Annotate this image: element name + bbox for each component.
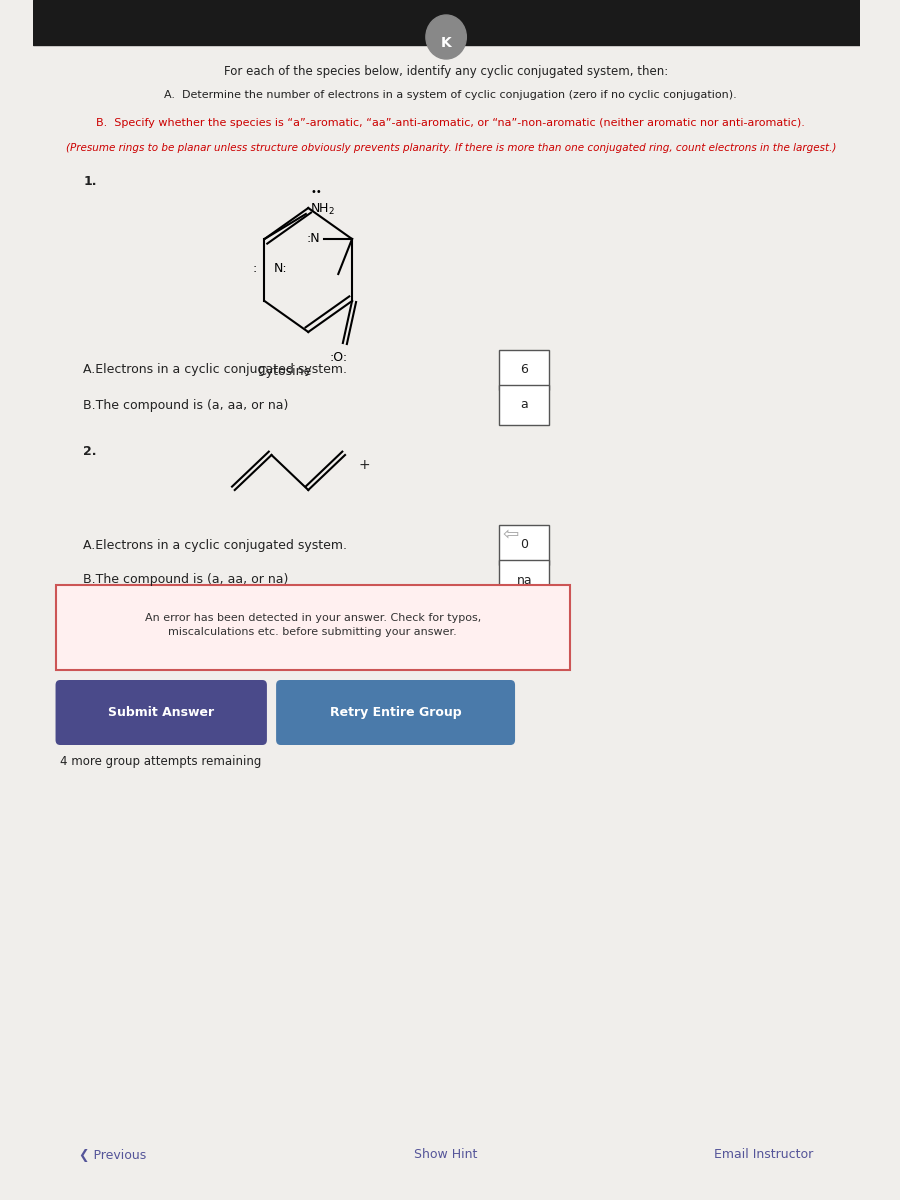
Text: a: a [520, 398, 528, 412]
Bar [32, 0, 859, 44]
Text: For each of the species below, identify any cyclic conjugated system, then:: For each of the species below, identify … [224, 65, 668, 78]
Text: 4 more group attempts remaining: 4 more group attempts remaining [60, 755, 262, 768]
Text: :N: :N [306, 233, 319, 246]
FancyBboxPatch shape [500, 560, 549, 600]
Text: :O:: :O: [329, 350, 347, 364]
Text: Cytosine: Cytosine [257, 365, 312, 378]
Text: 6: 6 [520, 364, 528, 377]
Text: ❮ Previous: ❮ Previous [78, 1148, 146, 1162]
Text: K: K [441, 36, 452, 50]
Text: :: : [253, 263, 257, 276]
Text: Email Instructor: Email Instructor [715, 1148, 814, 1162]
FancyBboxPatch shape [56, 680, 267, 745]
Text: ⇦: ⇦ [502, 526, 518, 545]
Text: B.The compound is (a, aa, or na): B.The compound is (a, aa, or na) [83, 574, 289, 587]
Text: ••: •• [310, 187, 322, 197]
Circle shape [426, 14, 466, 59]
FancyBboxPatch shape [500, 350, 549, 390]
Text: B.The compound is (a, aa, or na): B.The compound is (a, aa, or na) [83, 398, 289, 412]
Text: Submit Answer: Submit Answer [108, 706, 214, 719]
Text: +: + [359, 458, 371, 472]
Text: A.Electrons in a cyclic conjugated system.: A.Electrons in a cyclic conjugated syste… [83, 364, 347, 377]
Text: Show Hint: Show Hint [414, 1148, 478, 1162]
FancyBboxPatch shape [500, 524, 549, 565]
Text: Retry Entire Group: Retry Entire Group [329, 706, 462, 719]
Text: 2.: 2. [83, 445, 96, 458]
Text: (Presume rings to be planar unless structure obviously prevents planarity. If th: (Presume rings to be planar unless struc… [66, 143, 836, 152]
Text: N:: N: [274, 263, 287, 276]
Text: 1.: 1. [83, 175, 96, 188]
Text: B.  Specify whether the species is “a”-aromatic, “aa”-anti-aromatic, or “na”-non: B. Specify whether the species is “a”-ar… [96, 118, 806, 128]
Text: A.Electrons in a cyclic conjugated system.: A.Electrons in a cyclic conjugated syste… [83, 539, 347, 552]
Text: 0: 0 [520, 539, 528, 552]
FancyBboxPatch shape [56, 584, 571, 670]
Text: An error has been detected in your answer. Check for typos,
miscalculations etc.: An error has been detected in your answe… [145, 612, 481, 637]
Text: na: na [517, 574, 532, 587]
FancyBboxPatch shape [276, 680, 515, 745]
FancyBboxPatch shape [500, 385, 549, 425]
Text: NH$_2$: NH$_2$ [310, 202, 336, 216]
Text: A.  Determine the number of electrons in a system of cyclic conjugation (zero if: A. Determine the number of electrons in … [165, 90, 737, 100]
